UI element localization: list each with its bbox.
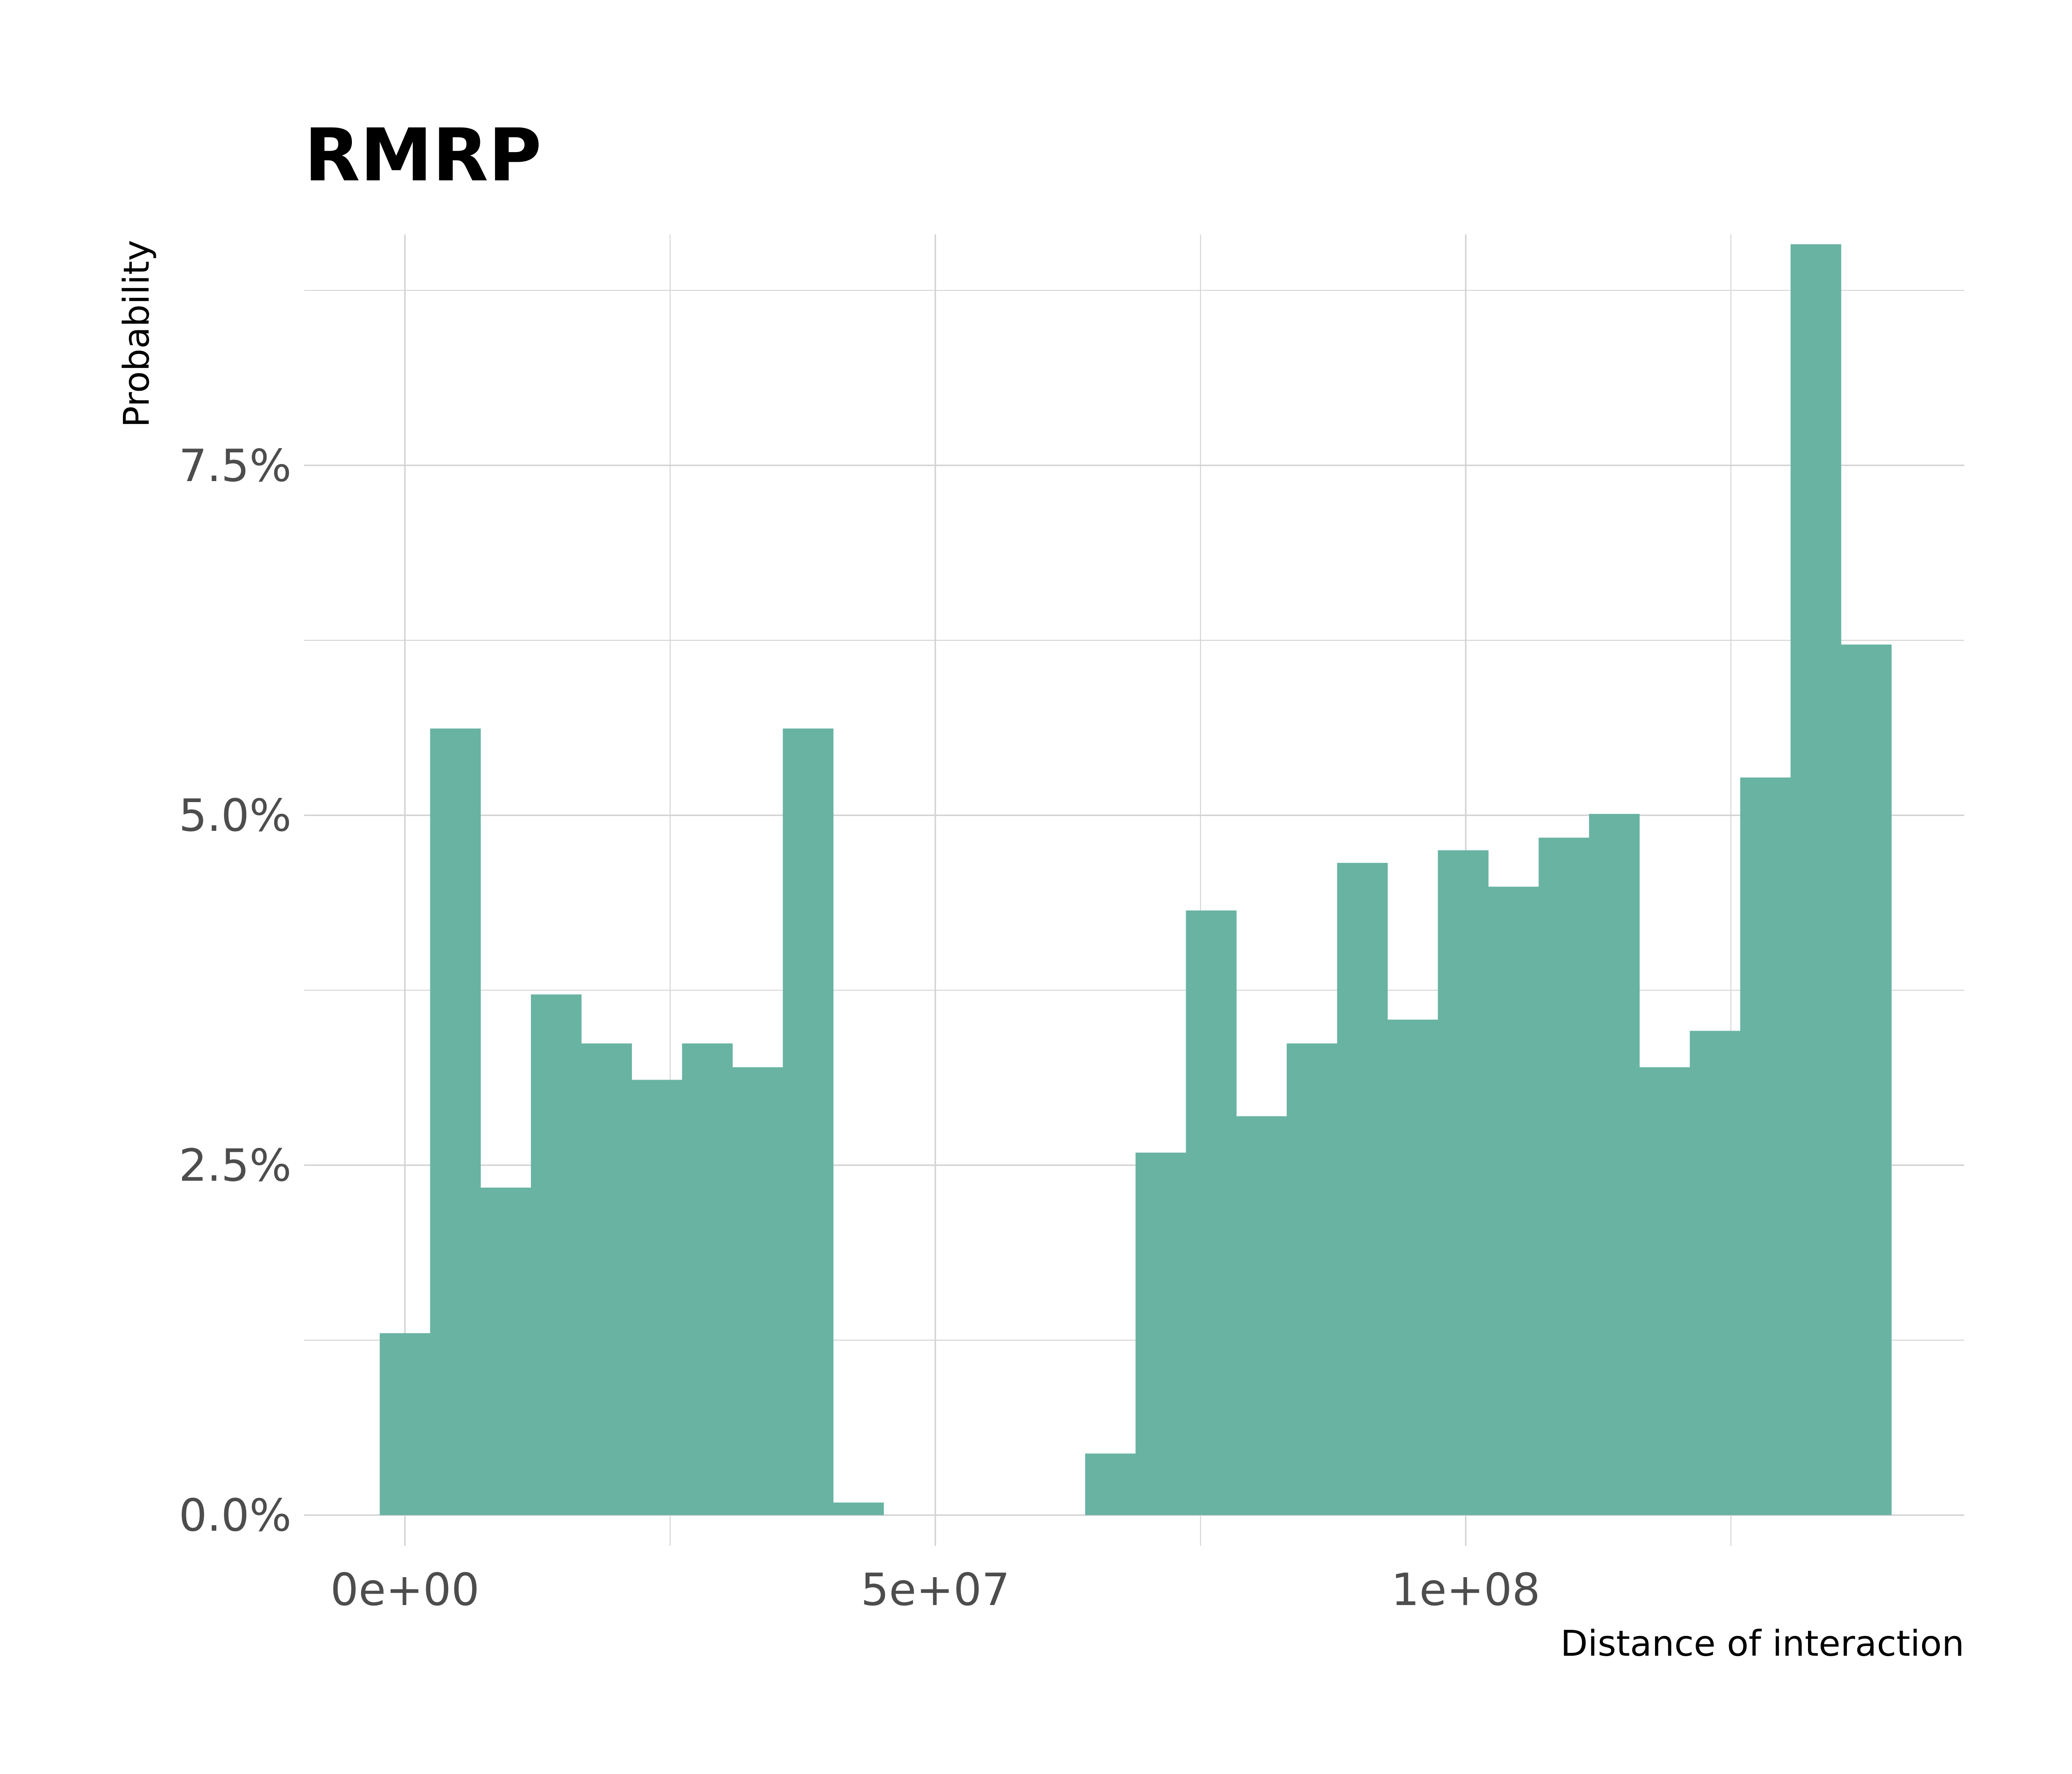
histogram-bar [1740,777,1791,1516]
histogram-bar [1286,1043,1337,1516]
y-tick-label: 2.5% [179,1140,291,1192]
x-tick-label: 0e+00 [330,1564,479,1616]
histogram-bar [1135,1152,1187,1516]
histogram-bar [1236,1116,1287,1516]
histogram-bar [581,1043,632,1516]
histogram-bar [531,994,582,1516]
y-tick-label: 7.5% [179,440,291,492]
histogram-bar [1085,1453,1136,1516]
histogram-bar [1186,910,1237,1516]
chart-title: RMRP [304,113,542,198]
histogram-bar [833,1502,884,1516]
histogram-bar [1841,644,1892,1516]
y-axis-ticks: 0.0% 2.5% 5.0% 7.5% [179,440,291,1541]
histogram-bar [1538,838,1590,1516]
x-axis-title: Distance of interaction [1560,1623,1964,1664]
histogram-bar [1438,850,1489,1516]
y-axis-title: Probability [116,240,157,427]
histogram-bar [480,1187,531,1516]
histogram-bar [1639,1067,1690,1516]
histogram-bar [732,1067,783,1516]
histogram-bar [1488,887,1539,1516]
histogram-bar [682,1043,733,1516]
x-tick-label: 5e+07 [861,1564,1010,1616]
y-tick-label: 5.0% [179,790,291,841]
histogram-bar [1337,863,1388,1516]
histogram-bar [430,728,481,1516]
y-tick-label: 0.0% [179,1490,291,1541]
histogram-bar [632,1080,683,1516]
bars [379,244,1892,1516]
histogram-bar [1790,244,1841,1516]
x-tick-label: 1e+08 [1391,1564,1540,1616]
histogram-bar [1387,1020,1438,1516]
histogram-bar [1589,814,1640,1516]
histogram-bar [783,728,834,1516]
x-axis-ticks: 0e+00 5e+07 1e+08 [330,1564,1540,1616]
histogram-bar [1690,1031,1741,1516]
histogram-bar [379,1333,430,1516]
